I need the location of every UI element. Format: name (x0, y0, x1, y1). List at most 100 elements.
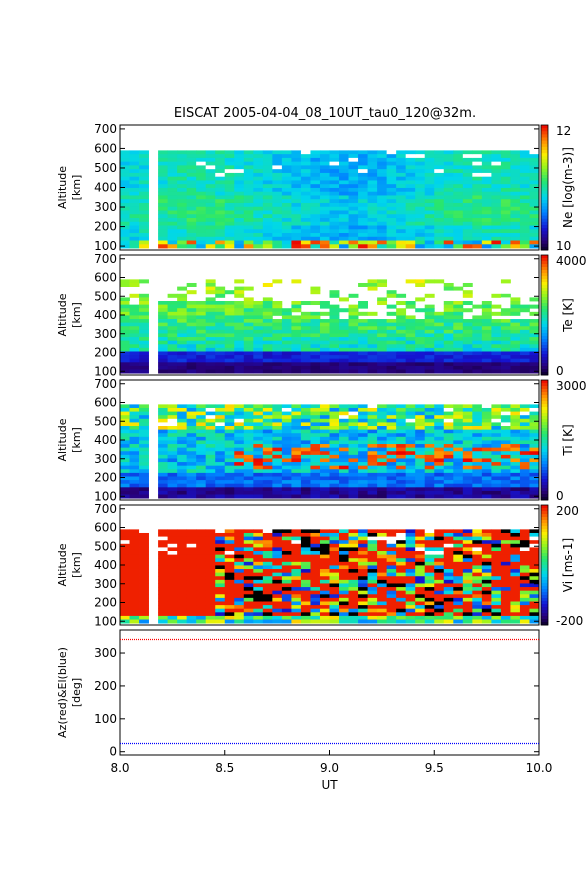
heatmap-cell (472, 221, 483, 226)
heatmap-cell (415, 476, 426, 481)
heatmap-cell (510, 365, 521, 370)
heatmap-cell (453, 529, 464, 534)
heatmap-cell (177, 233, 188, 238)
heatmap-cell (224, 180, 235, 185)
heatmap-cell (310, 547, 321, 552)
heatmap-cell (491, 218, 502, 223)
heatmap-cell (329, 569, 340, 574)
heatmap-cell (310, 301, 321, 306)
heatmap-cell (291, 444, 302, 449)
heatmap-cell (510, 407, 521, 412)
heatmap-cell (510, 236, 521, 241)
heatmap-cell (224, 569, 235, 574)
heatmap-cell (339, 487, 349, 492)
heatmap-cell (415, 176, 426, 181)
heatmap-cell (367, 337, 378, 342)
heatmap-cell (377, 608, 388, 613)
heatmap-cell (424, 440, 435, 445)
heatmap-cell (129, 487, 140, 492)
colorbar-segment (541, 476, 548, 480)
heatmap-cell (462, 597, 473, 602)
heatmap-cell (291, 337, 302, 342)
heatmap-cell (139, 465, 149, 470)
heatmap-cell (215, 161, 226, 166)
y-tick-label: 200 (94, 346, 117, 360)
heatmap-cell (272, 543, 283, 548)
heatmap-cell (129, 315, 140, 320)
heatmap-cell (348, 436, 359, 441)
heatmap-cell (329, 483, 340, 488)
heatmap-cell (310, 218, 321, 223)
heatmap-cell (234, 172, 245, 178)
heatmap-cell (262, 615, 273, 620)
heatmap-cell (167, 543, 178, 548)
heatmap-cell (139, 619, 149, 624)
heatmap-cell (205, 161, 216, 166)
heatmap-cell (453, 319, 464, 324)
heatmap-cell (291, 480, 302, 485)
heatmap-cell (243, 426, 254, 431)
heatmap-cell (491, 547, 502, 552)
heatmap-cell (205, 494, 216, 499)
heatmap-cell (339, 426, 349, 431)
heatmap-cell (310, 469, 321, 474)
heatmap-cell (519, 554, 530, 559)
heatmap-cell (367, 407, 378, 412)
heatmap-cell (272, 206, 283, 211)
heatmap-cell (377, 532, 388, 537)
heatmap-cell (491, 540, 502, 545)
heatmap-cell (386, 319, 397, 324)
heatmap-cell (281, 180, 292, 185)
heatmap-cell (167, 308, 178, 313)
heatmap-cell (234, 444, 245, 449)
heatmap-cell (272, 583, 283, 588)
heatmap-cell (367, 454, 378, 459)
heatmap-cell (310, 344, 321, 349)
heatmap-cell (358, 191, 368, 196)
heatmap-cell (215, 195, 226, 200)
heatmap-cell (224, 415, 235, 420)
heatmap-cell (529, 597, 540, 602)
heatmap-cell (396, 583, 407, 588)
heatmap-cell (529, 612, 540, 617)
heatmap-cell (205, 326, 216, 331)
heatmap-cell (377, 172, 388, 178)
heatmap-cell (500, 418, 511, 423)
heatmap-cell (158, 576, 169, 581)
ti-ylabel: Altitude (56, 418, 69, 461)
heatmap-cell (453, 407, 464, 412)
heatmap-cell (424, 483, 435, 488)
heatmap-cell (300, 543, 311, 548)
heatmap-cell (224, 150, 235, 155)
heatmap-cell (443, 233, 454, 238)
heatmap-cell (253, 161, 264, 166)
heatmap-cell (215, 547, 226, 552)
heatmap-cell (443, 365, 454, 370)
heatmap-cell (329, 532, 340, 537)
heatmap-cell (319, 369, 330, 374)
heatmap-cell (224, 554, 235, 559)
heatmap-cell (396, 199, 407, 204)
heatmap-cell (472, 225, 483, 230)
heatmap-cell (205, 210, 216, 215)
heatmap-cell (519, 365, 530, 370)
heatmap-cell (196, 326, 207, 331)
heatmap-cell (472, 180, 483, 185)
heatmap-cell (481, 358, 492, 363)
heatmap-cell (196, 169, 207, 174)
heatmap-cell (367, 529, 378, 534)
heatmap-cell (358, 337, 368, 342)
heatmap-cell (243, 429, 254, 434)
heatmap-cell (443, 532, 454, 537)
heatmap-cell (196, 536, 207, 541)
heatmap-cell (158, 418, 169, 423)
heatmap-cell (396, 150, 407, 155)
heatmap-cell (224, 210, 235, 215)
heatmap-cell (177, 605, 188, 610)
heatmap-cell (472, 365, 483, 370)
heatmap-cell (186, 451, 197, 456)
y-tick-label: 500 (94, 161, 117, 175)
heatmap-cell (319, 180, 330, 185)
heatmap-cell (129, 229, 140, 234)
